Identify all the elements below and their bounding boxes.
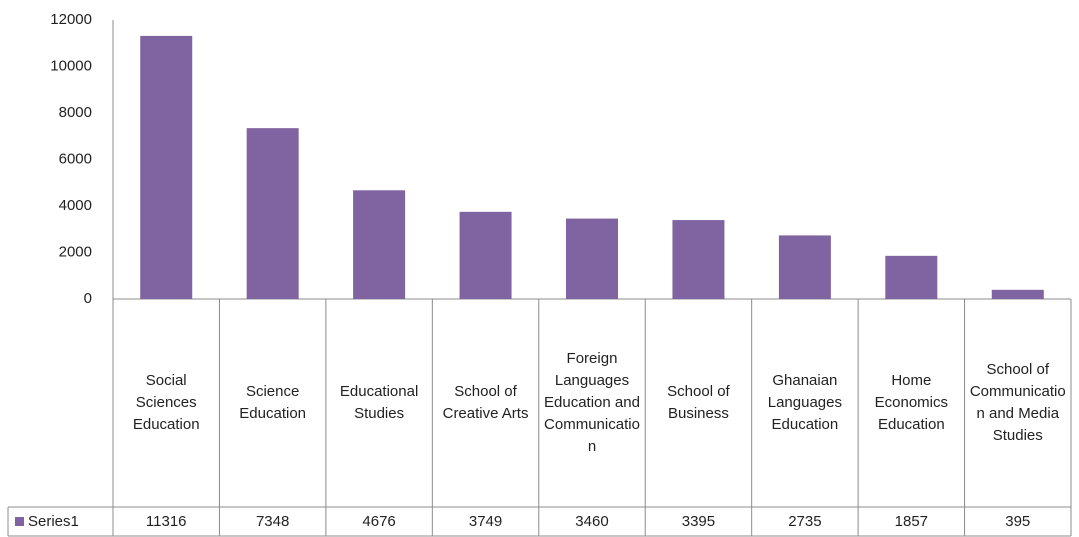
category-label: Science Education	[239, 383, 307, 422]
y-tick-label: 4000	[59, 197, 92, 214]
table-value: 11316	[145, 512, 187, 530]
bar	[885, 255, 938, 299]
y-tick-label: 2000	[59, 243, 92, 260]
bar	[246, 128, 299, 299]
category-label: School of Creative Arts	[442, 383, 529, 422]
table-value: 4676	[362, 512, 396, 530]
y-tick-label: 12000	[50, 11, 92, 28]
bar	[140, 35, 193, 299]
table-value: 7348	[255, 512, 290, 530]
table-value: 395	[1005, 512, 1031, 530]
table-value: 1857	[894, 512, 929, 530]
bar	[459, 211, 512, 299]
table-value: 3395	[681, 512, 716, 530]
legend-label: Series1	[28, 513, 79, 530]
table-value: 3460	[575, 512, 609, 530]
category-label: School of Communication and Media Studie…	[969, 361, 1066, 444]
category-label: Social Sciences Education	[132, 372, 200, 433]
bar	[353, 190, 406, 299]
bar	[566, 218, 618, 299]
legend-swatch	[15, 517, 24, 526]
table-value: 2735	[788, 512, 822, 530]
bar	[778, 235, 831, 299]
y-tick-label: 8000	[59, 104, 92, 121]
category-label: Foreign Languages Education and Communic…	[544, 350, 640, 455]
y-tick-label: 0	[84, 290, 92, 307]
bar	[991, 289, 1044, 299]
category-label: Educational Studies	[339, 383, 419, 422]
y-tick-label: 6000	[59, 150, 92, 167]
table-value: 3749	[468, 512, 503, 530]
category-label: Home Economics Education	[874, 372, 948, 433]
bar	[672, 220, 725, 299]
category-label: Ghanaian Languages Education	[767, 372, 842, 433]
category-label: School of Business	[667, 383, 730, 422]
y-tick-label: 10000	[50, 57, 92, 74]
